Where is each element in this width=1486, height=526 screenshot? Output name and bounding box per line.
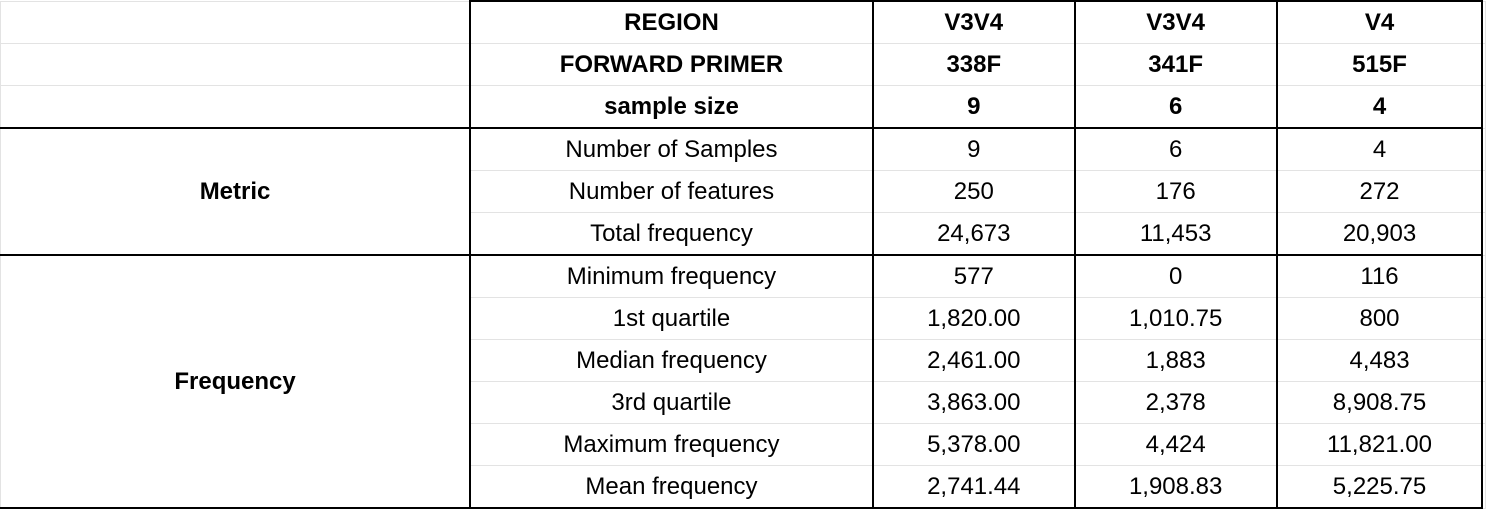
row-label-cell[interactable]: Minimum frequency bbox=[469, 254, 874, 298]
row-label-cell[interactable]: Number of features bbox=[469, 170, 874, 213]
empty-cell[interactable] bbox=[1481, 465, 1486, 509]
header-row-region: REGION V3V4 V3V4 V4 bbox=[0, 0, 1486, 44]
empty-cell[interactable] bbox=[1481, 339, 1486, 382]
row-label-cell[interactable]: Median frequency bbox=[469, 339, 874, 382]
value-cell[interactable]: 20,903 bbox=[1275, 212, 1484, 256]
value-cell[interactable]: 1,010.75 bbox=[1073, 297, 1278, 340]
value-cell[interactable]: 4,483 bbox=[1275, 339, 1484, 382]
header-row-sample-size: sample size 9 6 4 bbox=[0, 85, 1486, 129]
value-cell[interactable]: 5,378.00 bbox=[871, 423, 1076, 466]
value-cell[interactable]: 176 bbox=[1073, 170, 1278, 213]
value-cell[interactable]: 1,883 bbox=[1073, 339, 1278, 382]
data-row: Mean frequency 2,741.44 1,908.83 5,225.7… bbox=[1, 465, 1486, 509]
data-row: Maximum frequency 5,378.00 4,424 11,821.… bbox=[1, 423, 1486, 466]
header-label-cell[interactable]: REGION bbox=[469, 0, 874, 44]
empty-cell[interactable] bbox=[1481, 381, 1486, 424]
value-cell[interactable]: 272 bbox=[1275, 170, 1484, 213]
empty-cell[interactable] bbox=[0, 85, 471, 129]
empty-cell[interactable] bbox=[1481, 43, 1486, 86]
value-cell[interactable]: 1,908.83 bbox=[1073, 465, 1278, 509]
value-cell[interactable]: 2,741.44 bbox=[871, 465, 1076, 509]
header-value-cell[interactable]: 515F bbox=[1275, 43, 1484, 86]
header-value-cell[interactable]: V3V4 bbox=[871, 0, 1076, 44]
value-cell[interactable]: 4,424 bbox=[1073, 423, 1278, 466]
value-cell[interactable]: 800 bbox=[1275, 297, 1484, 340]
value-cell[interactable]: 2,378 bbox=[1073, 381, 1278, 424]
group-label-frequency[interactable]: Frequency bbox=[0, 254, 471, 509]
header-label-cell[interactable]: FORWARD PRIMER bbox=[469, 43, 874, 86]
value-cell[interactable]: 577 bbox=[871, 254, 1076, 298]
value-cell[interactable]: 250 bbox=[871, 170, 1076, 213]
empty-cell[interactable] bbox=[1481, 212, 1486, 256]
value-cell[interactable]: 5,225.75 bbox=[1275, 465, 1484, 509]
value-cell[interactable]: 0 bbox=[1073, 254, 1278, 298]
group-label-metric[interactable]: Metric bbox=[0, 127, 471, 256]
empty-cell[interactable] bbox=[0, 43, 471, 86]
value-cell[interactable]: 9 bbox=[871, 127, 1076, 171]
empty-cell[interactable] bbox=[1481, 297, 1486, 340]
empty-cell[interactable] bbox=[1481, 0, 1486, 44]
empty-cell[interactable] bbox=[0, 0, 471, 44]
value-cell[interactable]: 3,863.00 bbox=[871, 381, 1076, 424]
header-label-cell[interactable]: sample size bbox=[469, 85, 874, 129]
row-label-cell[interactable]: 3rd quartile bbox=[469, 381, 874, 424]
value-cell[interactable]: 11,821.00 bbox=[1275, 423, 1484, 466]
value-cell[interactable]: 8,908.75 bbox=[1275, 381, 1484, 424]
header-value-cell[interactable]: V4 bbox=[1275, 0, 1484, 44]
header-value-cell[interactable]: 6 bbox=[1073, 85, 1278, 129]
empty-cell[interactable] bbox=[1481, 170, 1486, 213]
value-cell[interactable]: 1,820.00 bbox=[871, 297, 1076, 340]
row-label-cell[interactable]: Total frequency bbox=[469, 212, 874, 256]
value-cell[interactable]: 2,461.00 bbox=[871, 339, 1076, 382]
empty-cell[interactable] bbox=[1481, 127, 1486, 171]
data-row: 1st quartile 1,820.00 1,010.75 800 bbox=[1, 297, 1486, 340]
header-value-cell[interactable]: 9 bbox=[871, 85, 1076, 129]
row-label-cell[interactable]: Number of Samples bbox=[469, 127, 874, 171]
header-value-cell[interactable]: 338F bbox=[871, 43, 1076, 86]
row-label-cell[interactable]: Mean frequency bbox=[469, 465, 874, 509]
header-value-cell[interactable]: V3V4 bbox=[1073, 0, 1278, 44]
empty-cell[interactable] bbox=[1481, 423, 1486, 466]
value-cell[interactable]: 11,453 bbox=[1073, 212, 1278, 256]
data-row: Frequency Minimum frequency 577 0 116 bbox=[0, 254, 1486, 509]
header-value-cell[interactable]: 4 bbox=[1275, 85, 1484, 129]
row-label-cell[interactable]: 1st quartile bbox=[469, 297, 874, 340]
data-row: Number of features 250 176 272 bbox=[1, 170, 1486, 213]
frequency-table: REGION V3V4 V3V4 V4 FORWARD PRIMER 338F … bbox=[0, 0, 1486, 509]
header-row-forward-primer: FORWARD PRIMER 338F 341F 515F bbox=[0, 43, 1486, 86]
value-cell[interactable]: 6 bbox=[1073, 127, 1278, 171]
header-value-cell[interactable]: 341F bbox=[1073, 43, 1278, 86]
empty-cell[interactable] bbox=[1481, 254, 1486, 298]
value-cell[interactable]: 4 bbox=[1275, 127, 1484, 171]
value-cell[interactable]: 24,673 bbox=[871, 212, 1076, 256]
row-label-cell[interactable]: Maximum frequency bbox=[469, 423, 874, 466]
data-row: Metric Number of Samples 9 6 4 bbox=[0, 127, 1486, 256]
value-cell[interactable]: 116 bbox=[1275, 254, 1484, 298]
data-row: Total frequency 24,673 11,453 20,903 bbox=[1, 212, 1486, 256]
empty-cell[interactable] bbox=[1481, 85, 1486, 129]
